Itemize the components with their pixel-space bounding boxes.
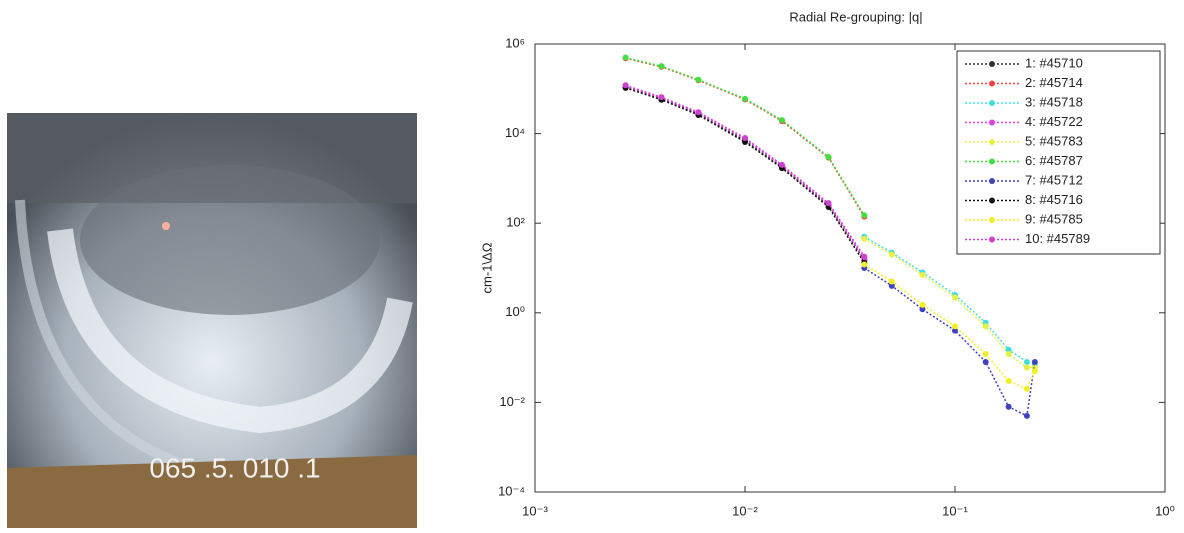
x-tick-label: 10⁻¹ bbox=[942, 503, 968, 518]
data-point bbox=[695, 76, 702, 83]
legend-marker bbox=[989, 119, 995, 126]
series-line bbox=[863, 238, 1035, 369]
data-point bbox=[1031, 368, 1038, 375]
data-point bbox=[982, 351, 989, 358]
data-point bbox=[1023, 385, 1030, 392]
x-tick-label: 10⁰ bbox=[1155, 503, 1175, 518]
data-point bbox=[861, 212, 868, 219]
series-line bbox=[625, 84, 865, 258]
data-point bbox=[952, 294, 958, 301]
data-point bbox=[695, 109, 702, 116]
legend-label: 4: #45722 bbox=[1025, 114, 1083, 129]
legend-label: 3: #45718 bbox=[1025, 94, 1083, 109]
legend-marker bbox=[989, 158, 995, 165]
legend-marker bbox=[989, 100, 995, 106]
legend-marker bbox=[989, 197, 995, 204]
data-point bbox=[1005, 351, 1012, 358]
legend-marker bbox=[989, 178, 995, 184]
data-point bbox=[919, 301, 926, 308]
data-point bbox=[658, 63, 665, 70]
y-tick-label: 10⁻⁴ bbox=[498, 483, 525, 498]
legend-label: 8: #45716 bbox=[1025, 192, 1083, 207]
data-point bbox=[1005, 346, 1012, 353]
legend-label: 10: #45789 bbox=[1025, 231, 1090, 246]
x-tick-label: 10⁻³ bbox=[522, 503, 548, 518]
series-line bbox=[863, 236, 1036, 366]
data-point bbox=[888, 278, 895, 285]
legend-label: 1: #45710 bbox=[1025, 55, 1083, 70]
series-line bbox=[625, 86, 865, 261]
photo-overlay-text: 065 .5. 010 .1 bbox=[149, 452, 320, 483]
data-point bbox=[1005, 378, 1012, 385]
legend-label: 2: #45714 bbox=[1025, 75, 1083, 90]
data-point bbox=[888, 251, 895, 258]
data-point bbox=[825, 154, 832, 161]
y-axis-label: cm-1\ΔΩ bbox=[479, 242, 494, 293]
y-tick-label: 10² bbox=[506, 215, 525, 230]
series-line bbox=[625, 87, 865, 264]
data-point bbox=[888, 282, 895, 289]
plot-frame bbox=[534, 43, 1166, 493]
y-tick-label: 10⁶ bbox=[505, 35, 525, 50]
data-point bbox=[778, 161, 785, 168]
data-point bbox=[952, 327, 958, 334]
legend-marker bbox=[989, 80, 995, 87]
legend-marker bbox=[989, 139, 995, 145]
data-point bbox=[919, 306, 926, 313]
data-point bbox=[1031, 358, 1038, 365]
data-point bbox=[622, 82, 629, 89]
x-tick-label: 10⁻² bbox=[732, 503, 758, 518]
legend-marker bbox=[989, 61, 995, 67]
data-point bbox=[982, 358, 989, 365]
data-point bbox=[778, 117, 785, 124]
y-tick-label: 10⁴ bbox=[505, 125, 525, 140]
data-point bbox=[952, 323, 958, 330]
data-point bbox=[1023, 364, 1030, 371]
data-point bbox=[919, 271, 926, 278]
series-line bbox=[863, 267, 1036, 418]
legend-marker bbox=[989, 236, 995, 243]
legend-label: 9: #45785 bbox=[1025, 211, 1083, 226]
data-point bbox=[1023, 412, 1030, 419]
data-point bbox=[1023, 358, 1030, 365]
legend-marker bbox=[989, 217, 995, 223]
chart-title: Radial Re-grouping: |q| bbox=[789, 9, 922, 24]
data-point bbox=[742, 134, 748, 141]
legend-label: 7: #45712 bbox=[1025, 172, 1083, 187]
data-point bbox=[658, 94, 665, 101]
series-line bbox=[625, 85, 865, 260]
data-point bbox=[861, 253, 868, 260]
y-tick-label: 10⁻² bbox=[499, 394, 525, 409]
y-tick-label: 10⁰ bbox=[505, 304, 525, 319]
photo: 065 .5. 010 .1 bbox=[7, 113, 417, 528]
legend-label: 5: #45783 bbox=[1025, 133, 1083, 148]
data-point bbox=[982, 323, 989, 330]
data-point bbox=[1005, 403, 1012, 410]
data-point bbox=[742, 95, 748, 102]
data-point bbox=[622, 54, 629, 61]
legend-label: 6: #45787 bbox=[1025, 153, 1083, 168]
data-point bbox=[825, 200, 832, 207]
data-point bbox=[861, 261, 868, 268]
data-point bbox=[861, 235, 868, 242]
